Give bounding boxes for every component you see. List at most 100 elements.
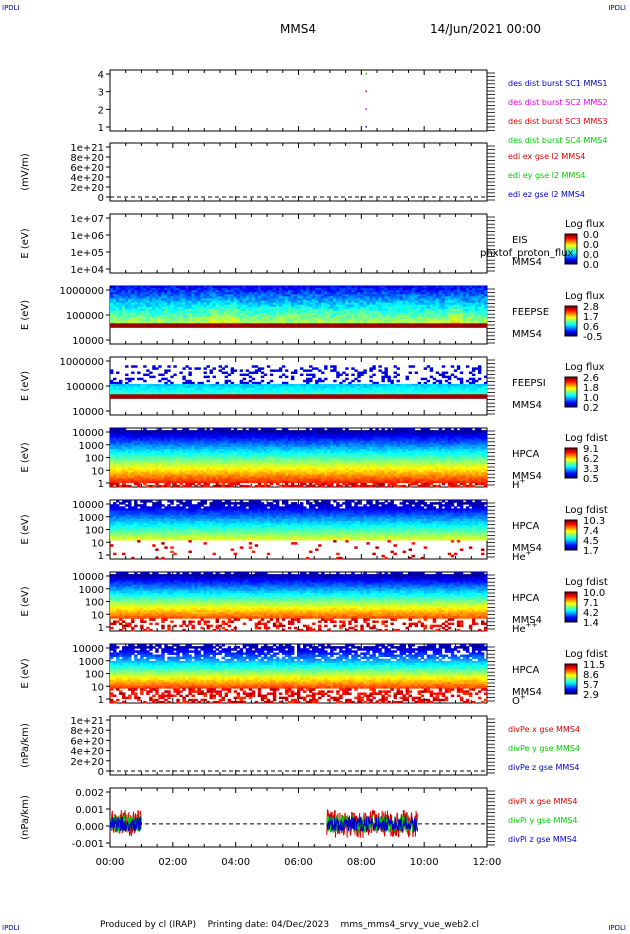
heatmap-cell <box>212 302 216 306</box>
heatmap-cell <box>224 312 229 316</box>
heatmap-cell <box>236 290 241 293</box>
heatmap-cell <box>158 286 162 289</box>
heatmap-cell <box>194 286 198 289</box>
legend-entry: edi ex gse l2 MMS4 <box>508 152 585 161</box>
heatmap-cell <box>182 310 186 314</box>
colorbar-swatch <box>565 241 577 243</box>
heatmap-cell <box>155 296 159 299</box>
heatmap-cell <box>167 365 171 368</box>
heatmap-cell <box>269 296 274 299</box>
heatmap-cell <box>224 321 229 324</box>
heatmap-cell <box>230 315 235 318</box>
heatmap-cell <box>194 292 198 295</box>
heatmap-cell <box>236 292 241 295</box>
heatmap-cell <box>248 379 253 383</box>
heatmap-cell <box>393 325 397 328</box>
heatmap-cell <box>230 288 235 291</box>
heatmap-cell <box>351 325 355 328</box>
legend-entry: des dist burst SC3 MMS3 <box>508 117 607 126</box>
heatmap-cell <box>182 302 186 306</box>
heatmap-cell <box>248 296 253 299</box>
heatmap-cell <box>251 308 256 312</box>
heatmap-cell <box>176 323 180 326</box>
heatmap-cell <box>167 379 171 383</box>
heatmap-cell <box>218 323 222 326</box>
heatmap-cell <box>459 325 464 328</box>
heatmap-cell <box>122 317 126 320</box>
heatmap-cell <box>474 379 479 383</box>
heatmap-cell <box>269 288 274 291</box>
heatmap-cell <box>188 325 192 328</box>
heatmap-cell <box>369 379 373 383</box>
heatmap-cell <box>260 302 265 306</box>
heatmap-cell <box>164 308 168 312</box>
heatmap-cell <box>164 377 168 381</box>
heatmap-cell <box>143 294 147 297</box>
heatmap-cell <box>339 396 343 399</box>
heatmap-cell <box>137 294 141 297</box>
heatmap-cell <box>254 306 259 310</box>
heatmap-cell <box>218 302 222 306</box>
heatmap-cell <box>209 321 213 324</box>
heatmap-cell <box>161 308 165 312</box>
heatmap-cell <box>164 300 168 303</box>
spacecraft-label: MMS4 <box>512 329 542 340</box>
heatmap-cell <box>182 325 186 328</box>
heatmap-cell <box>215 298 219 301</box>
heatmap-cell <box>221 290 226 293</box>
heatmap-cell <box>128 325 132 328</box>
heatmap-cell <box>146 317 150 320</box>
heatmap-cell <box>140 286 144 289</box>
heatmap-cell <box>185 290 189 293</box>
heatmap-cell <box>131 480 135 484</box>
heatmap-cell <box>182 292 186 295</box>
heatmap-cell <box>224 300 229 303</box>
heatmap-cell <box>182 304 186 308</box>
heatmap-cell <box>134 298 138 301</box>
heatmap-cell <box>254 292 259 295</box>
heatmap-cell <box>176 296 180 299</box>
heatmap-cell <box>239 323 244 326</box>
heatmap-cell <box>396 373 400 377</box>
heatmap-cell <box>116 306 120 310</box>
heatmap-cell <box>266 308 271 312</box>
heatmap-cell <box>423 325 428 328</box>
heatmap-cell <box>194 308 198 312</box>
corner-tag-bottom-left: IPDLI <box>2 924 20 932</box>
colorbar-tick-label: 0.0 <box>583 240 599 251</box>
heatmap-cell <box>257 325 262 328</box>
heatmap-cell <box>251 321 256 324</box>
heatmap-cell <box>260 300 265 303</box>
heatmap-cell <box>146 319 150 322</box>
heatmap-cell <box>134 365 138 368</box>
y-tick-label: 1e+07 <box>70 214 104 225</box>
heatmap-cell <box>146 300 150 303</box>
heatmap-cell <box>146 480 150 484</box>
heatmap-cell <box>239 302 244 306</box>
heatmap-cell <box>239 310 244 314</box>
heatmap-cell <box>158 317 162 320</box>
heatmap-cell <box>191 308 195 312</box>
heatmap-cell <box>239 315 244 318</box>
heatmap-cell <box>236 325 241 328</box>
heatmap-cell <box>125 325 129 328</box>
heatmap-cell <box>378 365 382 368</box>
heatmap-cell <box>179 302 183 306</box>
heatmap-cell <box>233 286 238 289</box>
heatmap-cell <box>251 317 256 320</box>
heatmap-cell <box>293 325 298 328</box>
heatmap-cell <box>146 310 150 314</box>
heatmap-cell <box>149 296 153 299</box>
heatmap-cell <box>131 298 135 301</box>
heatmap-cell <box>161 323 165 326</box>
heatmap-cell <box>170 296 174 299</box>
heatmap-cell <box>194 321 198 324</box>
heatmap-cell <box>152 300 156 303</box>
heatmap-cell <box>146 286 150 289</box>
heatmap-cell <box>113 308 117 312</box>
heatmap-cell <box>149 375 153 379</box>
panel-frame-edi <box>109 142 488 202</box>
heatmap-cell <box>167 304 171 308</box>
heatmap-cell <box>215 396 219 399</box>
heatmap-cell <box>269 315 274 318</box>
